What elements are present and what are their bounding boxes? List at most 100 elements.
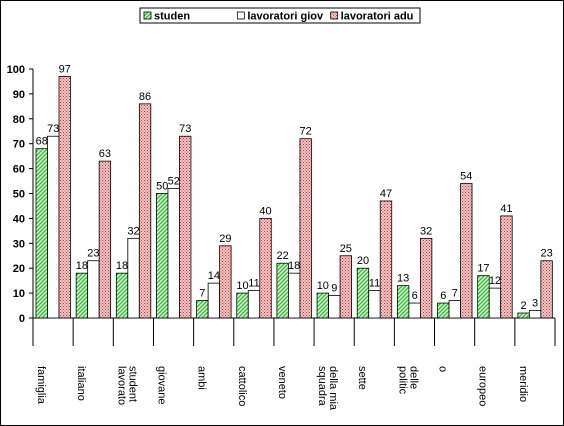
bar bbox=[58, 76, 71, 319]
bar bbox=[179, 135, 192, 319]
bar bbox=[528, 310, 542, 319]
bar bbox=[448, 300, 461, 319]
bar bbox=[207, 282, 221, 319]
data-label: 18 bbox=[76, 260, 88, 272]
bar bbox=[396, 285, 410, 319]
data-label: 68 bbox=[36, 136, 48, 148]
data-label: 11 bbox=[248, 278, 259, 290]
data-label: 29 bbox=[219, 233, 231, 245]
data-label: 13 bbox=[397, 273, 409, 285]
data-label: 17 bbox=[477, 263, 489, 275]
bar bbox=[259, 217, 272, 319]
y-tick-label: 90 bbox=[13, 89, 25, 101]
legend-box bbox=[139, 7, 421, 24]
y-tick-label: 60 bbox=[13, 164, 25, 176]
data-label: 7 bbox=[452, 288, 458, 300]
bar bbox=[368, 290, 381, 319]
bar bbox=[477, 275, 490, 319]
bar bbox=[47, 135, 60, 319]
x-tick-label: giovane bbox=[155, 366, 168, 405]
x-tick-label: cattolico bbox=[235, 366, 248, 407]
bar bbox=[488, 287, 502, 319]
data-label: 18 bbox=[288, 260, 300, 272]
legend-swatch bbox=[143, 11, 152, 20]
x-tick-label: sette bbox=[356, 366, 369, 390]
bar bbox=[127, 237, 140, 319]
y-tick-label: 30 bbox=[13, 238, 25, 250]
bar bbox=[517, 312, 530, 319]
data-label: 22 bbox=[277, 250, 289, 262]
bar bbox=[339, 255, 352, 319]
bar bbox=[247, 290, 261, 319]
bar bbox=[115, 272, 129, 319]
bar bbox=[87, 260, 100, 319]
bar bbox=[138, 103, 152, 319]
data-label: 10 bbox=[317, 280, 329, 292]
y-tick-label: 20 bbox=[13, 263, 25, 275]
x-tick-label: o bbox=[436, 366, 449, 373]
data-label: 47 bbox=[380, 188, 392, 200]
data-label: 50 bbox=[156, 181, 168, 193]
data-label: 41 bbox=[500, 203, 512, 215]
bar bbox=[236, 292, 249, 319]
bar bbox=[288, 272, 301, 319]
bar bbox=[437, 302, 450, 319]
x-tick-label: squadra della mia bbox=[316, 366, 340, 411]
data-label: 7 bbox=[199, 288, 205, 300]
data-label: 40 bbox=[259, 205, 271, 217]
x-tick-label: politic delle bbox=[396, 366, 420, 395]
bar bbox=[156, 193, 169, 319]
bar bbox=[328, 295, 341, 319]
data-label: 32 bbox=[127, 225, 139, 237]
bar bbox=[408, 302, 421, 319]
legend-label: studen bbox=[154, 11, 190, 23]
data-label: 11 bbox=[369, 278, 380, 290]
bar bbox=[356, 267, 370, 319]
data-label: 25 bbox=[340, 243, 352, 255]
legend-label: lavoratori giov bbox=[247, 11, 324, 23]
data-label: 63 bbox=[99, 148, 111, 160]
data-label: 20 bbox=[357, 255, 369, 267]
x-tick-label: ambi bbox=[195, 366, 208, 390]
bar bbox=[75, 272, 89, 319]
bar bbox=[540, 260, 553, 319]
bar bbox=[460, 183, 473, 319]
x-tick-label: meridio bbox=[516, 366, 529, 403]
y-tick-label: 50 bbox=[13, 189, 25, 201]
bar bbox=[98, 160, 112, 319]
bar bbox=[276, 262, 289, 319]
bar bbox=[196, 300, 209, 319]
data-label: 12 bbox=[489, 275, 501, 287]
data-label: 18 bbox=[116, 260, 128, 272]
data-label: 3 bbox=[532, 298, 538, 310]
data-label: 6 bbox=[440, 290, 446, 302]
data-label: 86 bbox=[139, 91, 151, 103]
data-label: 9 bbox=[331, 283, 337, 295]
bar bbox=[316, 292, 329, 319]
legend-swatch bbox=[330, 11, 339, 20]
data-label: 23 bbox=[540, 248, 552, 260]
data-label: 97 bbox=[59, 63, 71, 75]
data-label: 23 bbox=[87, 248, 99, 260]
data-label: 72 bbox=[300, 126, 312, 138]
x-tick-label: famiglia bbox=[35, 366, 47, 404]
bar bbox=[167, 188, 180, 319]
data-label: 6 bbox=[412, 290, 418, 302]
y-tick-label: 10 bbox=[13, 288, 25, 300]
y-tick-label: 100 bbox=[7, 64, 25, 76]
x-tick-label: europeo bbox=[476, 366, 489, 407]
data-label: 2 bbox=[521, 300, 527, 312]
x-tick-label: veneto bbox=[275, 366, 288, 400]
bar bbox=[219, 245, 232, 319]
legend-label: lavoratori adu bbox=[341, 11, 414, 23]
data-label: 54 bbox=[460, 171, 472, 183]
data-label: 73 bbox=[47, 123, 59, 135]
data-label: 73 bbox=[179, 123, 191, 135]
bar bbox=[419, 237, 433, 319]
y-tick-label: 80 bbox=[13, 114, 25, 126]
bar bbox=[500, 215, 513, 319]
bar bbox=[35, 148, 48, 319]
data-label: 10 bbox=[236, 280, 248, 292]
